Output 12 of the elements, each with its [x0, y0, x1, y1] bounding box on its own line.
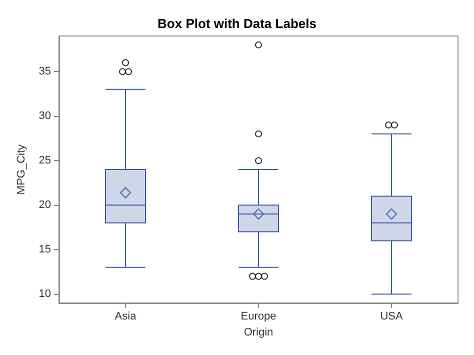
y-tick-label: 25: [38, 154, 51, 167]
x-tick-label: Europe: [240, 310, 276, 322]
y-axis-title: MPG_City: [16, 144, 28, 195]
y-tick-label: 10: [38, 288, 51, 300]
y-tick-label: 35: [38, 66, 51, 78]
y-tick-label: 30: [38, 110, 51, 122]
x-axis-title: Origin: [244, 326, 274, 338]
x-tick-label: USA: [380, 310, 404, 322]
chart-title: Box Plot with Data Labels: [158, 16, 316, 31]
y-tick-label: 15: [38, 244, 51, 256]
x-tick-label: Asia: [114, 310, 138, 322]
y-tick-label: 20: [38, 199, 51, 212]
